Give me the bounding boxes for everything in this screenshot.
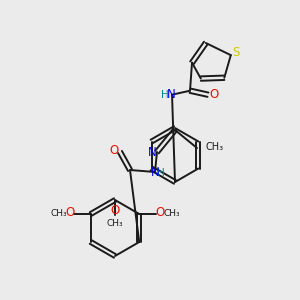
Text: N: N xyxy=(167,88,176,101)
Text: O: O xyxy=(110,205,120,218)
Text: H: H xyxy=(157,168,165,178)
Text: H: H xyxy=(161,90,169,100)
Text: S: S xyxy=(232,46,239,59)
Text: O: O xyxy=(209,88,219,101)
Text: CH₃: CH₃ xyxy=(164,208,181,217)
Text: CH₃: CH₃ xyxy=(50,208,67,217)
Text: CH₃: CH₃ xyxy=(107,218,123,227)
Text: O: O xyxy=(110,143,118,157)
Text: CH₃: CH₃ xyxy=(205,142,223,152)
Text: O: O xyxy=(65,206,74,220)
Text: O: O xyxy=(156,206,165,220)
Text: N: N xyxy=(148,146,156,160)
Text: N: N xyxy=(151,167,159,179)
